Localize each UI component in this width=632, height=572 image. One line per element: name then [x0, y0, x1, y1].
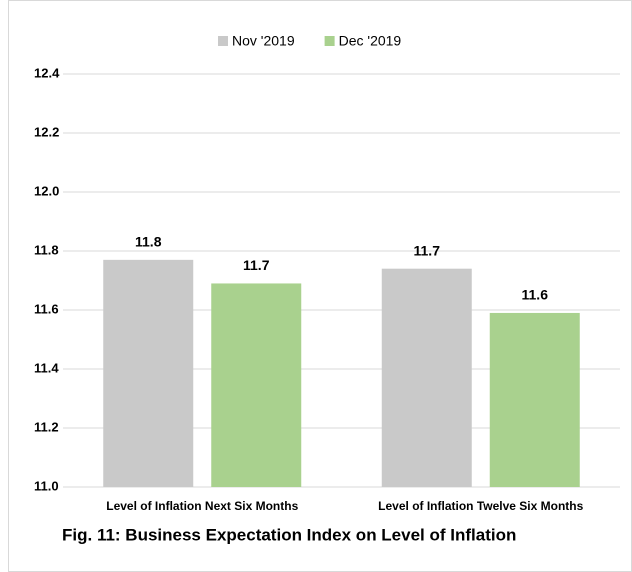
value-label: 11.7: [243, 257, 270, 273]
bar: [381, 268, 472, 487]
bar: [103, 259, 194, 487]
y-tick-label: 12.4: [34, 65, 60, 80]
y-tick-label: 11.0: [34, 478, 59, 493]
x-tick-label: Level of Inflation Next Six Months: [106, 499, 298, 513]
legend-swatch: [324, 36, 335, 46]
y-tick-label: 12.0: [34, 183, 59, 198]
x-tick-label: Level of Inflation Twelve Six Months: [378, 499, 583, 513]
value-label: 11.7: [414, 242, 441, 258]
y-tick-label: 11.6: [34, 301, 59, 316]
y-tick-label: 11.8: [34, 242, 59, 257]
bar: [211, 283, 302, 487]
bar: [489, 312, 580, 487]
value-label: 11.8: [135, 234, 162, 250]
y-tick-label: 11.4: [34, 360, 59, 375]
legend-label: Nov '2019: [232, 33, 295, 49]
legend-swatch: [218, 36, 228, 46]
value-label: 11.6: [522, 287, 549, 303]
y-tick-label: 12.2: [34, 124, 59, 139]
legend-label: Dec '2019: [339, 33, 402, 49]
y-tick-label: 11.2: [34, 419, 59, 434]
chart-title: Fig. 11: Business Expectation Index on L…: [62, 525, 516, 544]
